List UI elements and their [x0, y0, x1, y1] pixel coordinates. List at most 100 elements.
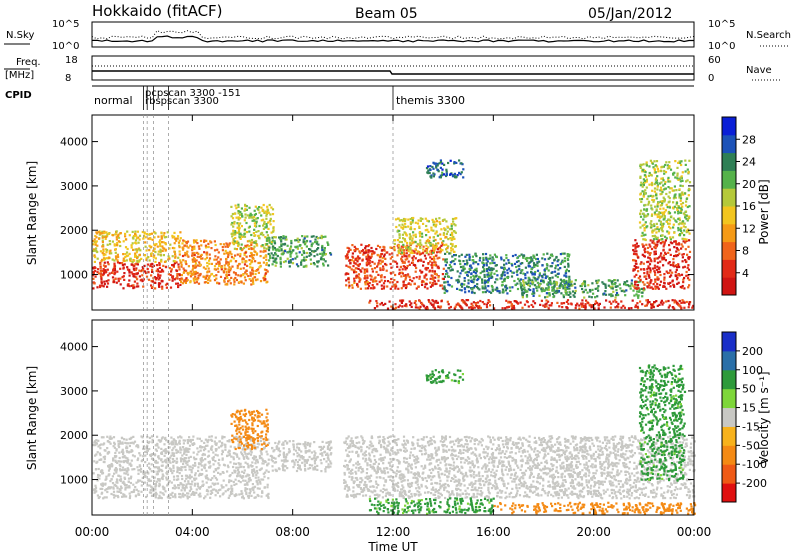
data-cell: [616, 305, 619, 308]
data-cell: [206, 270, 209, 273]
data-cell: [185, 462, 188, 465]
data-cell: [137, 469, 140, 472]
data-cell: [100, 484, 103, 487]
data-cell: [140, 490, 143, 493]
data-cell: [255, 269, 258, 272]
data-cell: [655, 227, 658, 230]
data-cell: [547, 300, 550, 303]
data-cell: [649, 222, 652, 225]
data-cell: [454, 224, 457, 227]
data-cell: [144, 236, 147, 239]
data-cell: [209, 492, 212, 495]
data-cell: [448, 284, 451, 287]
data-cell: [111, 276, 115, 279]
data-cell: [590, 306, 593, 309]
data-cell: [533, 302, 537, 305]
data-cell: [286, 257, 289, 260]
data-cell: [209, 279, 212, 282]
data-cell: [430, 303, 434, 306]
data-cell: [252, 458, 256, 461]
data-cell: [210, 247, 213, 250]
data-cell: [474, 272, 477, 275]
data-cell: [518, 268, 521, 271]
data-cell: [114, 277, 117, 280]
data-cell: [161, 249, 164, 252]
data-cell: [638, 288, 641, 291]
data-cell: [527, 283, 530, 287]
data-cell: [201, 257, 204, 260]
data-cell: [386, 251, 389, 254]
data-cell: [377, 273, 380, 276]
data-cell: [449, 252, 452, 255]
data-cell: [226, 454, 229, 458]
data-cell: [136, 249, 139, 252]
data-cell: [316, 237, 320, 240]
data-cell: [259, 439, 262, 443]
data-cell: [653, 253, 656, 256]
data-cell: [242, 282, 245, 285]
data-cell: [280, 240, 283, 243]
data-cell: [642, 244, 645, 247]
data-cell: [524, 273, 527, 276]
data-cell: [193, 245, 196, 248]
data-cell: [243, 263, 247, 266]
data-cell: [448, 267, 451, 270]
data-cell: [354, 258, 357, 261]
data-cell: [176, 443, 179, 446]
data-cell: [516, 282, 519, 285]
data-cell: [506, 292, 509, 295]
data-cell: [669, 236, 672, 239]
data-cell: [394, 260, 397, 263]
data-cell: [238, 227, 241, 230]
data-cell: [639, 193, 642, 196]
data-cell: [309, 258, 312, 261]
data-cell: [668, 244, 671, 247]
data-cell: [414, 306, 417, 309]
data-cell: [186, 461, 189, 464]
data-cell: [634, 246, 637, 249]
data-cell: [500, 256, 503, 259]
data-cell: [267, 211, 270, 214]
data-cell: [418, 251, 421, 254]
data-cell: [122, 453, 125, 456]
data-cell: [119, 478, 123, 481]
data-cell: [560, 284, 563, 287]
data-cell: [317, 243, 320, 246]
data-cell: [243, 471, 246, 475]
data-cell: [193, 260, 197, 263]
data-cell: [433, 280, 436, 283]
data-cell: [385, 263, 388, 267]
data-cell: [264, 272, 267, 275]
data-cell: [503, 263, 506, 266]
data-cell: [417, 285, 420, 288]
data-cell: [405, 252, 408, 255]
data-cell: [146, 436, 149, 439]
data-cell: [384, 262, 387, 266]
data-cell: [681, 299, 684, 302]
data-cell: [446, 230, 449, 233]
data-cell: [324, 235, 327, 238]
data-cell: [275, 249, 278, 252]
data-cell: [685, 214, 688, 217]
data-cell: [253, 496, 256, 499]
data-cell: [686, 229, 689, 232]
data-cell: [422, 260, 425, 263]
data-cell: [540, 279, 543, 282]
data-cell: [256, 207, 259, 210]
data-cell: [224, 448, 227, 451]
data-cell: [653, 169, 656, 172]
data-cell: [155, 276, 158, 280]
data-cell: [435, 299, 438, 303]
data-cell: [481, 287, 484, 290]
data-cell: [259, 280, 263, 283]
data-cell: [466, 270, 469, 274]
data-cell: [442, 232, 445, 235]
data-cell: [272, 248, 275, 251]
data-cell: [107, 232, 110, 235]
data-cell: [172, 464, 175, 467]
data-cell: [122, 495, 126, 498]
data-cell: [300, 263, 303, 266]
data-cell: [631, 284, 634, 287]
data-cell: [123, 278, 126, 281]
data-cell: [393, 242, 396, 246]
